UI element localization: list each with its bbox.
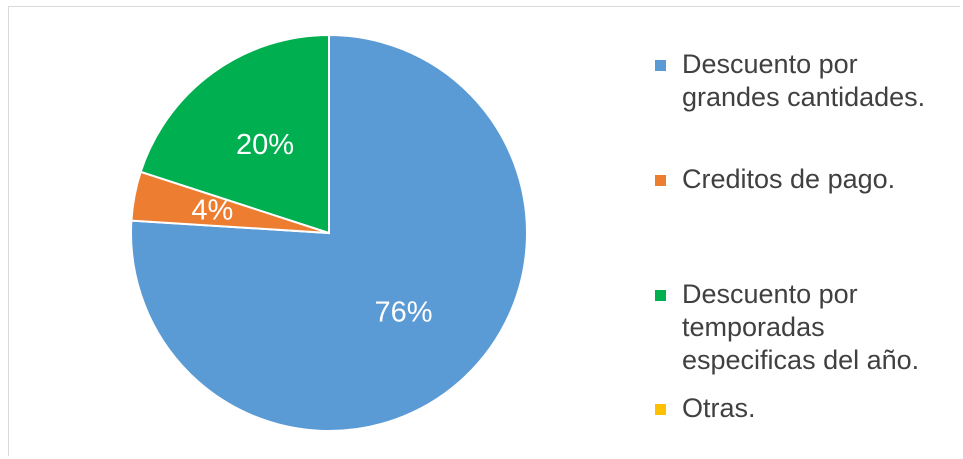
legend-swatch [655, 60, 666, 71]
legend-label: Otras. [682, 392, 952, 425]
legend-label-line: Creditos de pago. [682, 164, 896, 194]
pie-slice-descuento-por-grandes-cantidades [130, 33, 528, 432]
legend: Descuento por grandes cantidades. Credit… [655, 0, 955, 459]
legend-swatch [655, 404, 666, 415]
legend-swatch [655, 290, 666, 301]
data-label-descuento-por-temporadas-especificas-del-a-o: 20% [236, 129, 294, 161]
legend-label-line: grandes cantidades. [682, 82, 926, 112]
legend-label-line: Otras. [682, 393, 756, 423]
data-label-creditos-de-pago: 4% [191, 195, 233, 227]
pie-slice-descuento-por-temporadas-especificas-del-a-o [139, 33, 330, 235]
legend-label: Descuento por temporadas especificas del… [682, 278, 952, 377]
legend-label-line: temporadas [682, 312, 825, 342]
data-label-descuento-por-grandes-cantidades: 76% [375, 296, 433, 328]
legend-label: Descuento por grandes cantidades. [682, 48, 952, 114]
legend-label-line: Descuento por [682, 279, 858, 309]
legend-label-line: especificas del año. [682, 345, 920, 375]
legend-label: Creditos de pago. [682, 163, 952, 196]
legend-swatch [655, 175, 666, 186]
legend-label-line: Descuento por [682, 49, 858, 79]
